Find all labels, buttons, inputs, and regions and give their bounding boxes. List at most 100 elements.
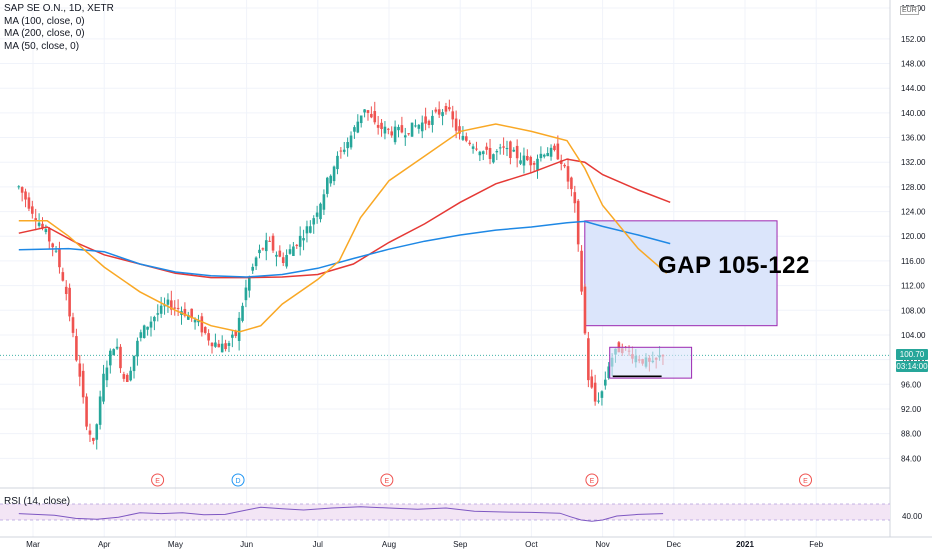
candle xyxy=(329,174,332,187)
candle xyxy=(20,186,24,202)
candle-body xyxy=(261,248,265,250)
y-tick-label: 92.00 xyxy=(901,405,922,414)
x-tick-label: Mar xyxy=(26,540,40,549)
candle xyxy=(319,202,322,223)
candle xyxy=(495,149,499,161)
candle xyxy=(210,342,214,354)
candle xyxy=(607,362,611,380)
candle-body xyxy=(88,430,92,435)
candle-body xyxy=(61,272,65,281)
candle xyxy=(559,154,563,171)
symbol-title: SAP SE O.N., 1D, XETR xyxy=(4,3,114,14)
candle-body xyxy=(217,343,221,348)
rsi-line xyxy=(18,506,664,522)
earnings-marker[interactable]: E xyxy=(585,473,599,487)
candle xyxy=(542,153,546,159)
candle xyxy=(441,109,444,126)
candle-body xyxy=(163,305,166,307)
marker-circle xyxy=(799,473,813,487)
candle xyxy=(159,296,163,318)
candle xyxy=(68,283,71,322)
candle xyxy=(139,329,143,342)
candle xyxy=(180,306,183,325)
candle-body xyxy=(431,115,434,125)
currency-label: EUR xyxy=(900,6,919,15)
candle xyxy=(231,330,234,348)
candle-body xyxy=(319,203,322,220)
earnings-marker[interactable]: E xyxy=(799,473,813,487)
rsi-legend[interactable]: RSI (14, close) xyxy=(4,496,71,507)
candle xyxy=(478,150,482,162)
candle xyxy=(529,155,533,174)
candle-body xyxy=(539,153,543,159)
candle-body xyxy=(149,321,153,328)
candle xyxy=(88,423,92,442)
candle xyxy=(271,233,275,253)
candle-body xyxy=(376,124,380,128)
candle-body xyxy=(271,235,275,251)
candle-body xyxy=(112,349,115,356)
candle-body xyxy=(312,218,316,225)
legend-ma50[interactable]: MA (50, close, 0) xyxy=(4,40,80,52)
candle-body xyxy=(461,135,465,140)
candle xyxy=(414,119,417,128)
candle-body xyxy=(492,154,495,163)
candle-body xyxy=(58,249,61,268)
candle-body xyxy=(380,122,383,129)
candle-body xyxy=(387,128,390,130)
candle xyxy=(17,185,21,190)
candle-body xyxy=(170,300,173,310)
candle-body xyxy=(258,249,261,254)
candle-body xyxy=(24,191,27,200)
candle xyxy=(451,105,455,128)
candle-body xyxy=(573,192,577,204)
marker-letter: D xyxy=(236,478,241,485)
candle-body xyxy=(146,326,149,330)
candle xyxy=(400,116,404,134)
candle xyxy=(522,147,526,174)
candle xyxy=(163,297,166,315)
candle xyxy=(132,355,136,379)
candle xyxy=(268,236,271,242)
dividend-marker[interactable]: D xyxy=(231,473,245,487)
candle-body xyxy=(542,154,546,157)
candle xyxy=(85,393,88,431)
earnings-marker[interactable]: E xyxy=(380,473,394,487)
candle-body xyxy=(536,158,539,170)
candle-body xyxy=(81,370,85,398)
candle xyxy=(370,106,373,119)
candle xyxy=(461,126,465,141)
candle xyxy=(322,189,326,215)
candle xyxy=(102,364,105,405)
candle-body xyxy=(498,147,502,149)
grid xyxy=(0,0,932,538)
candle-body xyxy=(397,126,400,131)
y-tick-label: 124.00 xyxy=(901,208,926,217)
candle-body xyxy=(109,350,112,366)
candle-body xyxy=(356,121,360,133)
candle-body xyxy=(526,155,529,161)
candle xyxy=(373,101,377,125)
candle xyxy=(332,165,336,186)
candle-body xyxy=(254,257,258,267)
candle xyxy=(587,331,590,388)
candle xyxy=(481,150,485,161)
candle-body xyxy=(142,325,146,338)
candle-body xyxy=(159,305,163,314)
candle xyxy=(122,371,126,382)
x-tick-label: Sep xyxy=(453,540,468,549)
candle xyxy=(420,115,424,139)
candle-body xyxy=(197,320,200,323)
earnings-marker[interactable]: E xyxy=(151,473,165,487)
candle-body xyxy=(370,113,373,118)
candle-body xyxy=(102,373,105,402)
candle xyxy=(417,123,421,134)
y-tick-label: 112.00 xyxy=(901,282,925,291)
legend-ma100[interactable]: MA (100, close, 0) xyxy=(4,15,85,27)
candle xyxy=(553,143,556,152)
time-axis: Mar Apr May Jun Jul Aug Sep Oct Nov Dec 2021 Feb xyxy=(26,540,824,549)
candle-body xyxy=(20,187,24,193)
legend-ma200[interactable]: MA (200, close, 0) xyxy=(4,28,85,39)
